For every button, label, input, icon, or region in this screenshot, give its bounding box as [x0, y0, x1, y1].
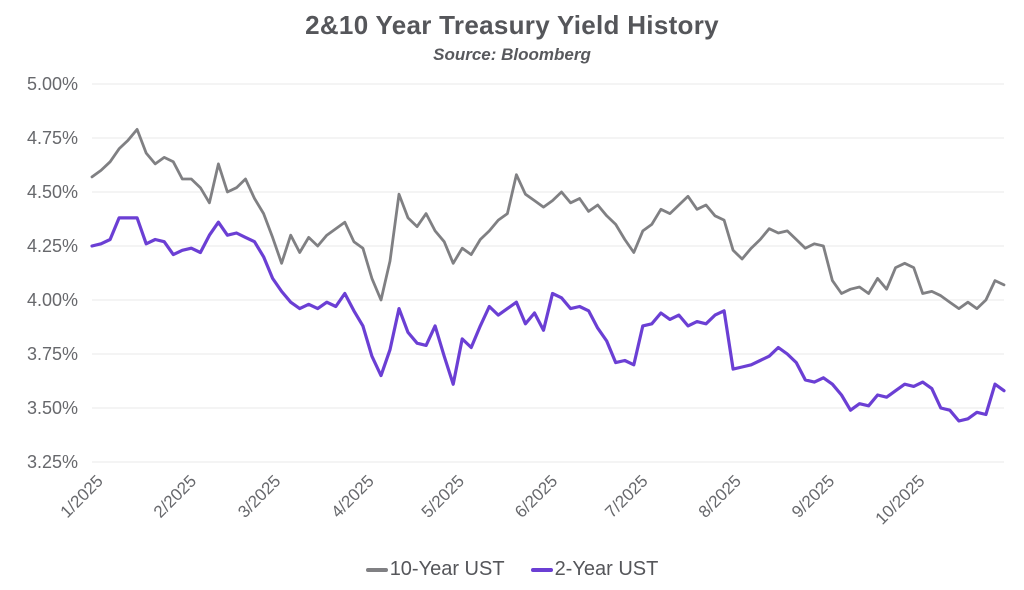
y-tick-label-4.25%: 4.25% — [27, 236, 78, 256]
x-tick-label-1/2025: 1/2025 — [57, 471, 107, 521]
legend-item-10-year-ust: 10-Year UST — [365, 558, 505, 581]
x-tick-label-5/2025: 5/2025 — [418, 471, 468, 521]
y-tick-label-4.50%: 4.50% — [27, 182, 78, 202]
legend: 10-Year UST 2-Year UST — [0, 558, 1024, 581]
y-tick-label-5.00%: 5.00% — [27, 74, 78, 94]
x-tick-label-8/2025: 8/2025 — [695, 471, 745, 521]
x-tick-label-2/2025: 2/2025 — [150, 471, 200, 521]
y-axis-labels: 5.00% 4.75% 4.50% 4.25% 4.00% 3.75% 3.50% 3.25% — [27, 74, 78, 472]
gridlines — [92, 83, 1004, 463]
y-tick-label-3.50%: 3.50% — [27, 398, 78, 418]
y-tick-label-3.25%: 3.25% — [27, 452, 78, 472]
x-tick-label-7/2025: 7/2025 — [601, 471, 651, 521]
x-tick-label-3/2025: 3/2025 — [234, 471, 284, 521]
legend-label-10-year-ust: 10-Year UST — [389, 558, 505, 580]
series-lines — [90, 127, 1006, 423]
line-10-year-ust — [90, 127, 1006, 311]
legend-label-2-year-ust: 2-Year UST — [554, 558, 659, 580]
x-tick-label-6/2025: 6/2025 — [511, 471, 561, 521]
chart-title: 2&10 Year Treasury Yield History — [305, 10, 719, 40]
x-axis-labels: 1/2025 2/2025 3/2025 4/2025 5/2025 6/2025 7/20… — [57, 471, 929, 528]
y-tick-label-3.75%: 3.75% — [27, 344, 78, 364]
legend-swatch-10-year-ust — [365, 567, 388, 572]
x-tick-label-9/2025: 9/2025 — [788, 471, 838, 521]
x-tick-label-10/2025: 10/2025 — [872, 471, 929, 528]
legend-item-2-year-ust: 2-Year UST — [530, 558, 659, 581]
chart-subtitle: Source: Bloomberg — [433, 45, 591, 64]
y-tick-label-4.00%: 4.00% — [27, 290, 78, 310]
legend-swatch-2-year-ust — [530, 567, 553, 572]
line-2-year-ust — [90, 216, 1006, 423]
y-tick-label-4.75%: 4.75% — [27, 128, 78, 148]
x-tick-label-4/2025: 4/2025 — [328, 471, 378, 521]
